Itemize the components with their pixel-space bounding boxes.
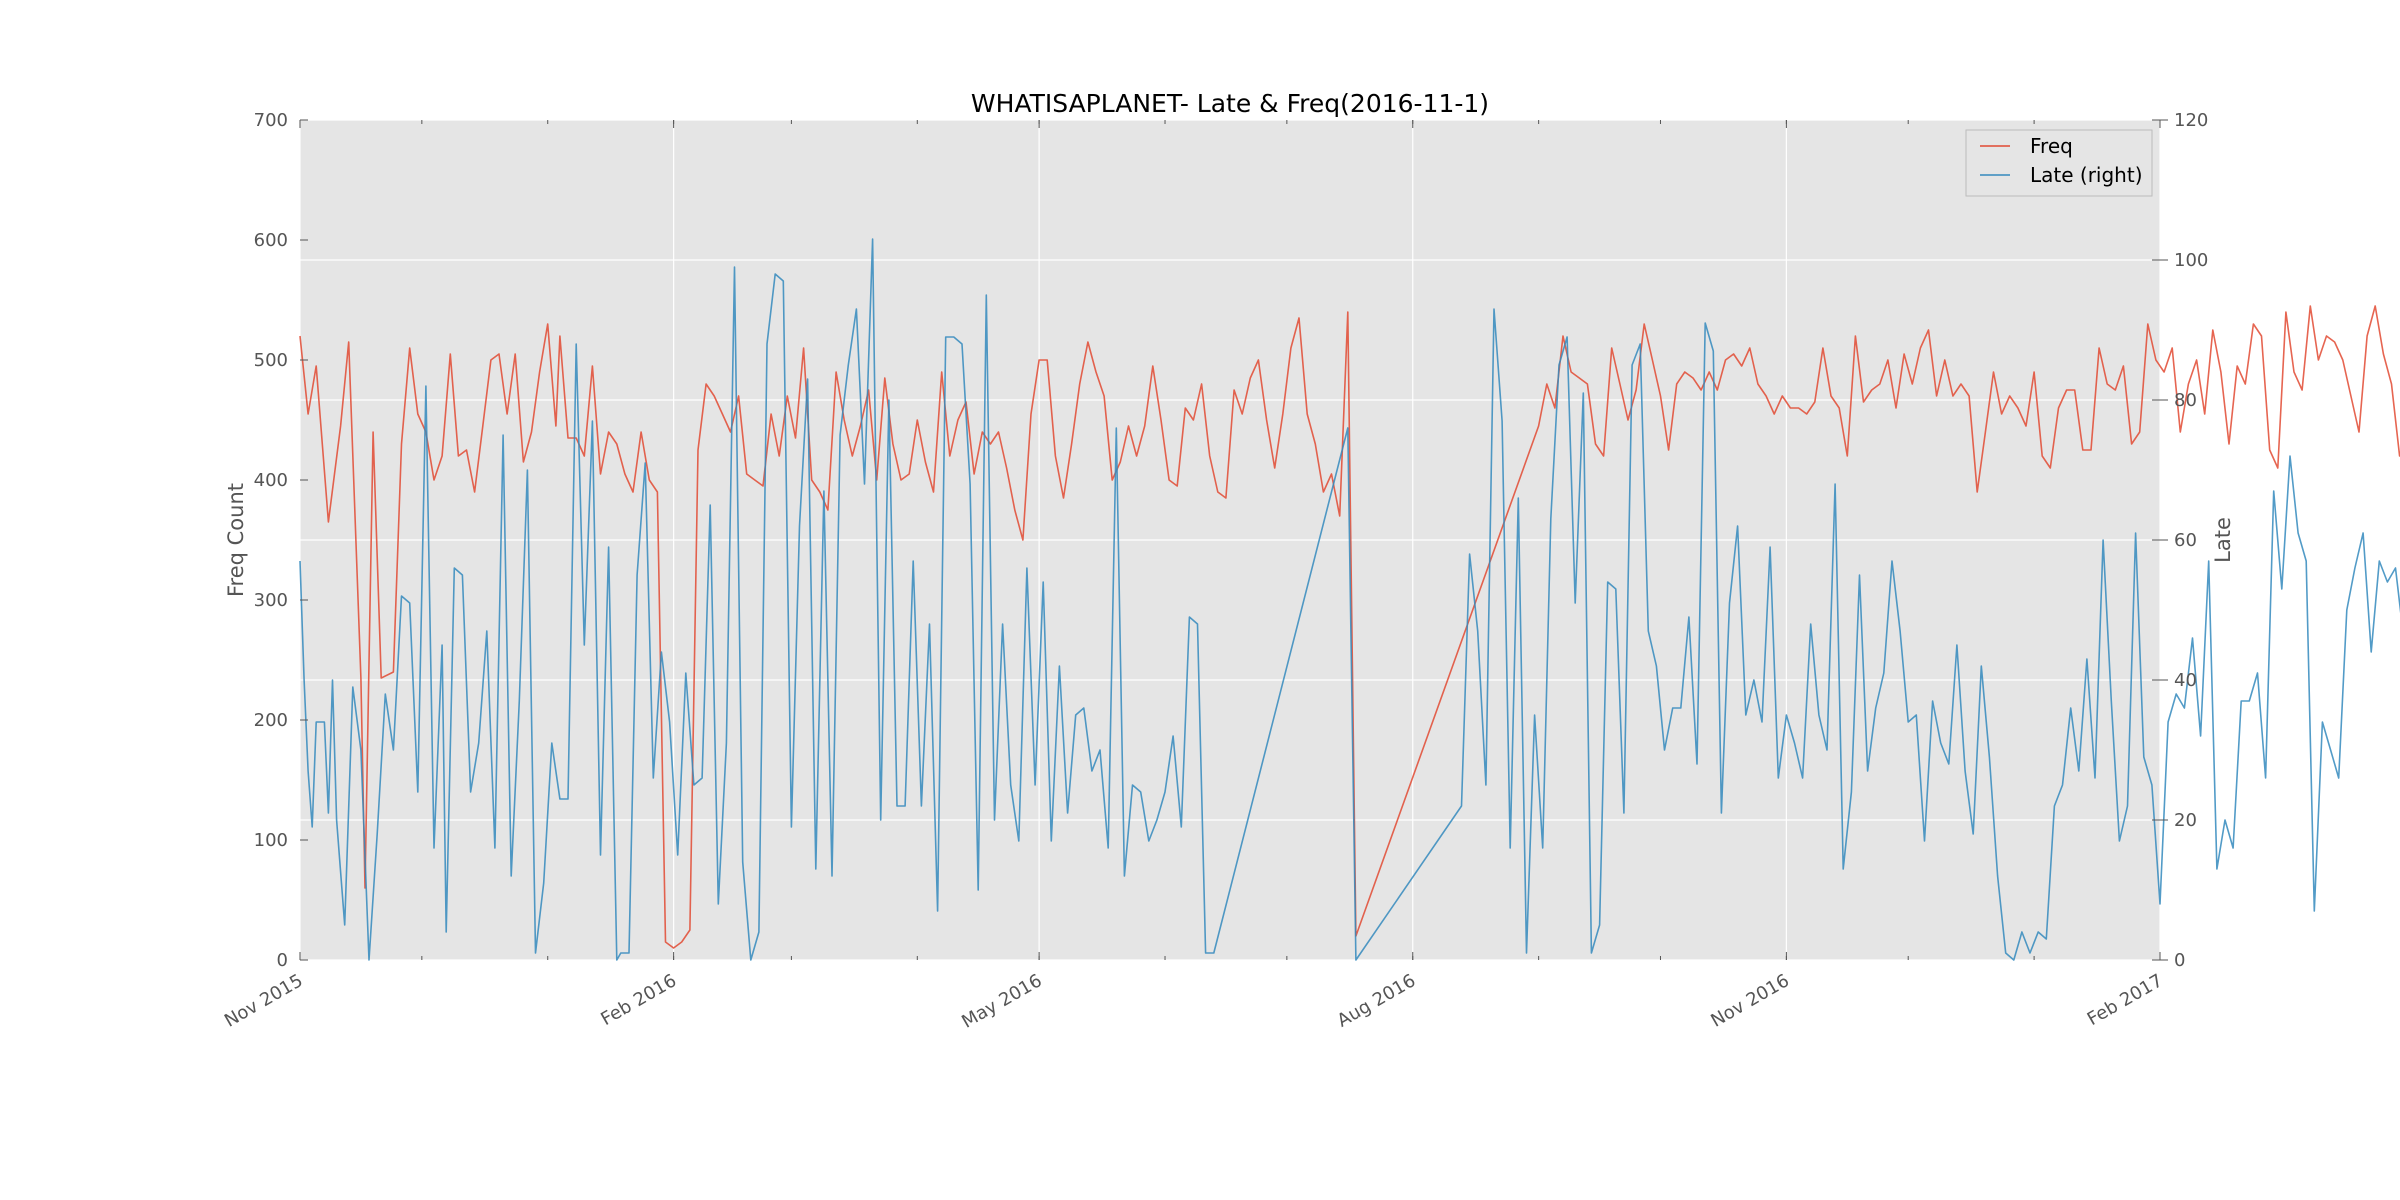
y-tick-label-left: 100	[254, 830, 288, 851]
x-tick-label: May 2016	[958, 970, 1045, 1033]
y-tick-label-left: 200	[254, 710, 288, 731]
y-axis-label-right: Late	[2211, 517, 2235, 563]
legend: Freq Late (right)	[1965, 129, 2153, 197]
y-tick-label-right: 40	[2174, 670, 2197, 691]
y-tick-label-right: 0	[2174, 950, 2185, 971]
chart-title: WHATISAPLANET- Late & Freq(2016-11-1)	[971, 89, 1489, 118]
y-axis-label-left: Freq Count	[224, 483, 248, 597]
legend-box	[1965, 129, 2153, 197]
y-tick-label-right: 20	[2174, 810, 2197, 831]
series-lines	[299, 238, 2400, 961]
y-tick-label-left: 400	[254, 470, 288, 491]
y-tick-label-right: 60	[2174, 530, 2197, 551]
y-tick-label-right: 80	[2174, 390, 2197, 411]
legend-label-late: Late (right)	[2030, 163, 2143, 187]
x-tick-label: Aug 2016	[1334, 970, 1420, 1032]
series-line-late	[299, 238, 2400, 961]
x-tick-label: Feb 2017	[2084, 970, 2167, 1030]
legend-label-freq: Freq	[2030, 134, 2073, 158]
y-tick-label-right: 100	[2174, 250, 2208, 271]
y-tick-label-left: 300	[254, 590, 288, 611]
x-tick-label: Nov 2016	[1707, 970, 1793, 1032]
y-tick-label-left: 500	[254, 350, 288, 371]
y-tick-label-left: 600	[254, 230, 288, 251]
y-tick-label-left: 700	[254, 110, 288, 131]
series-line-freq	[299, 305, 2400, 949]
y-tick-label-left: 0	[277, 950, 288, 971]
x-tick-label: Nov 2015	[221, 970, 307, 1032]
x-tick-label: Feb 2016	[597, 970, 680, 1030]
grid	[299, 119, 2161, 961]
y-tick-label-right: 120	[2174, 110, 2208, 131]
